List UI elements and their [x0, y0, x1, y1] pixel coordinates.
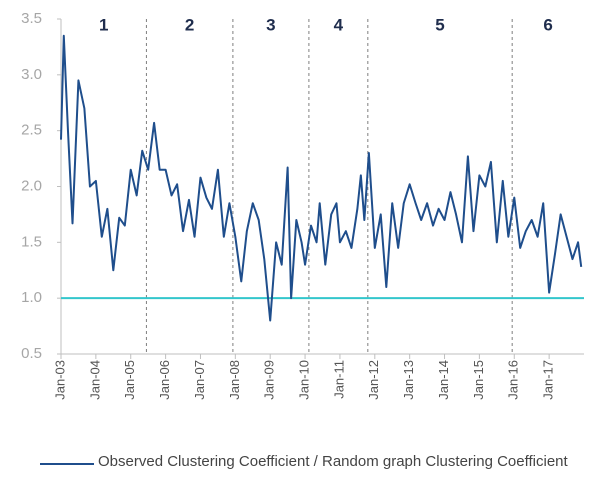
period-label: 6	[543, 15, 552, 34]
legend: Observed Clustering Coefficient / Random…	[40, 452, 595, 471]
x-tick-label: Jan-08	[227, 360, 242, 400]
x-tick-label: Jan-09	[262, 360, 277, 400]
y-tick-label: 3.5	[21, 10, 42, 27]
x-tick-label: Jan-05	[122, 360, 137, 400]
x-tick-label: Jan-04	[87, 360, 102, 400]
y-tick-label: 2.0	[21, 177, 42, 194]
series-line	[60, 34, 583, 322]
x-tick-label: Jan-14	[436, 360, 451, 400]
x-tick-label: Jan-15	[471, 360, 486, 400]
period-label: 5	[435, 15, 444, 34]
y-tick-label: 0.5	[21, 345, 42, 362]
x-tick-label: Jan-10	[297, 360, 312, 400]
y-tick-label: 1.0	[21, 289, 42, 306]
period-label: 3	[266, 15, 275, 34]
x-tick-label: Jan-12	[366, 360, 381, 400]
y-tick-label: 2.5	[21, 122, 42, 139]
x-tick-label: Jan-13	[401, 360, 416, 400]
y-tick-label: 1.5	[21, 233, 42, 250]
x-tick-label: Jan-06	[157, 360, 172, 400]
x-tick-label: Jan-16	[506, 360, 521, 400]
period-label: 4	[334, 15, 344, 34]
x-tick-label: Jan-03	[52, 360, 67, 400]
legend-swatch	[40, 463, 94, 465]
x-tick-label: Jan-17	[541, 360, 556, 400]
x-tick-label: Jan-07	[192, 360, 207, 400]
x-tick-label: Jan-11	[331, 360, 346, 399]
chart: 0.5 1.0 1.5 2.0 2.5 3.0 3.5 Jan-03 Jan-04 Jan-05 J…	[21, 10, 584, 400]
period-label: 1	[99, 15, 108, 34]
y-tick-label: 3.0	[21, 66, 42, 83]
period-label: 2	[185, 15, 194, 34]
legend-label: Observed Clustering Coefficient / Random…	[98, 453, 568, 470]
